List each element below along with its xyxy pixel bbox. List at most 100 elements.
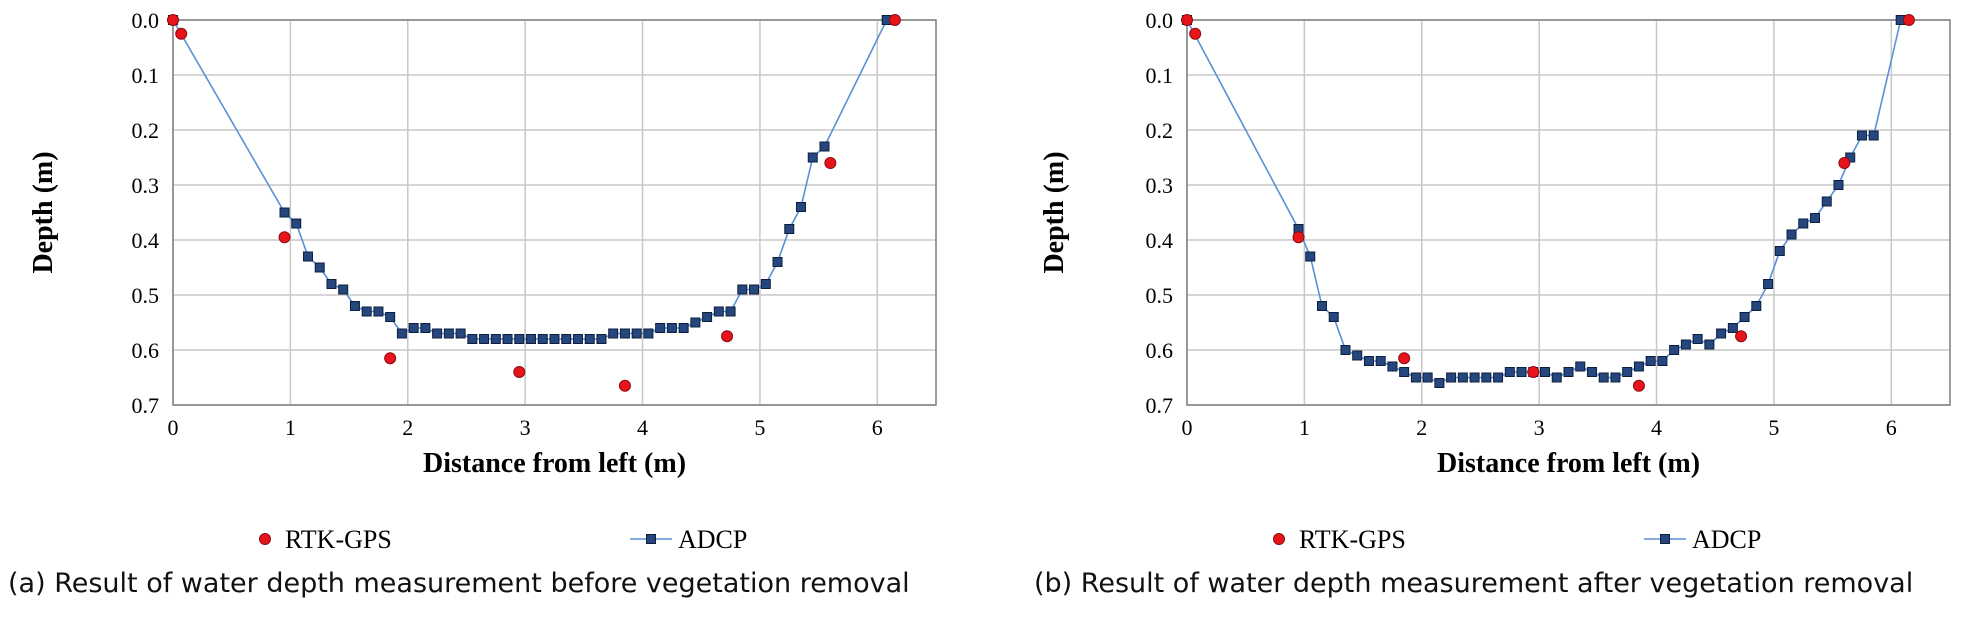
adcp-point-a-22 [527,335,536,344]
adcp-point-b-4 [1329,313,1338,322]
y-tick-label-b-7: 0.7 [1146,393,1174,418]
rtk-gps-point-b-3 [1399,353,1410,364]
adcp-point-a-26 [573,335,582,344]
rtk-gps-point-b-5 [1633,380,1644,391]
x-axis-title-b: Distance from left (m) [1437,448,1700,479]
y-tick-label-a-7: 0.7 [132,393,160,418]
adcp-point-b-44 [1799,219,1808,228]
legend-adcp-label-a: ADCP [678,525,747,554]
adcp-point-b-45 [1811,214,1820,223]
caption-a: (a) Result of water depth measurement be… [8,568,910,599]
adcp-point-b-20 [1517,368,1526,377]
adcp-point-a-14 [433,329,442,338]
rtk-gps-point-a-6 [722,331,733,342]
adcp-point-a-16 [456,329,465,338]
adcp-point-b-46 [1822,197,1831,206]
y-tick-label-b-0: 0.0 [1146,8,1174,33]
chart-panel-b: 0 1 2 3 4 5 6 0.0 0.1 0.2 0.3 0.4 0.5 0.6 0.7 Distance … [1011,0,1977,627]
adcp-point-b-37 [1717,329,1726,338]
rtk-gps-point-a-2 [279,232,290,243]
rtk-gps-point-b-7 [1839,158,1850,169]
x-tick-label-a-1: 1 [285,415,296,440]
adcp-point-b-8 [1376,357,1385,366]
adcp-point-a-17 [468,335,477,344]
adcp-point-b-15 [1458,373,1467,382]
adcp-point-a-47 [820,142,829,151]
adcp-point-b-35 [1693,335,1702,344]
adcp-point-b-27 [1599,373,1608,382]
x-tick-label-a-3: 3 [520,415,531,440]
rtk-gps-point-a-1 [176,28,187,39]
depth-chart-a: 0 1 2 3 4 5 6 0.0 0.1 0.2 0.3 0.4 0.5 0.6 0.7 Distance … [0,0,988,560]
adcp-point-b-16 [1470,373,1479,382]
adcp-point-b-12 [1423,373,1432,382]
adcp-point-a-40 [738,285,747,294]
rtk-gps-point-a-4 [514,367,525,378]
y-tick-label-a-6: 0.6 [132,338,160,363]
adcp-point-a-5 [327,280,336,289]
adcp-point-a-10 [386,313,395,322]
depth-chart-b: 0 1 2 3 4 5 6 0.0 0.1 0.2 0.3 0.4 0.5 0.6 0.7 Distance … [1011,0,1977,560]
adcp-point-a-6 [339,285,348,294]
adcp-point-b-40 [1752,302,1761,311]
adcp-point-b-33 [1670,346,1679,355]
adcp-point-b-6 [1353,351,1362,360]
adcp-point-a-4 [315,263,324,272]
rtk-gps-point-b-2 [1293,232,1304,243]
legend-adcp-marker-a [647,535,656,544]
rtk-gps-point-b-1 [1190,28,1201,39]
adcp-point-a-33 [656,324,665,333]
adcp-point-a-11 [397,329,406,338]
y-tick-label-a-5: 0.5 [132,283,160,308]
x-tick-label-b-5: 5 [1768,415,1779,440]
x-tick-label-a-6: 6 [872,415,883,440]
adcp-point-a-23 [538,335,547,344]
y-tick-label-a-2: 0.2 [132,118,160,143]
adcp-point-b-23 [1552,373,1561,382]
adcp-point-b-25 [1576,362,1585,371]
adcp-point-b-29 [1623,368,1632,377]
adcp-point-b-22 [1541,368,1550,377]
y-tick-label-b-5: 0.5 [1146,283,1174,308]
x-tick-label-b-1: 1 [1299,415,1310,440]
adcp-point-a-15 [444,329,453,338]
adcp-point-b-26 [1587,368,1596,377]
x-tick-label-b-4: 4 [1651,415,1662,440]
adcp-point-a-31 [632,329,641,338]
adcp-point-b-18 [1494,373,1503,382]
adcp-point-a-32 [644,329,653,338]
adcp-point-b-5 [1341,346,1350,355]
y-tick-label-a-1: 0.1 [132,63,160,88]
adcp-point-b-28 [1611,373,1620,382]
adcp-point-a-34 [667,324,676,333]
adcp-point-a-9 [374,307,383,316]
x-tick-label-a-2: 2 [402,415,413,440]
adcp-point-a-8 [362,307,371,316]
adcp-point-a-38 [714,307,723,316]
y-tick-label-a-0: 0.0 [132,8,160,33]
y-tick-label-b-1: 0.1 [1146,63,1174,88]
adcp-point-a-43 [773,258,782,267]
adcp-point-a-19 [491,335,500,344]
adcp-point-a-24 [550,335,559,344]
y-axis-title-b: Depth (m) [1039,151,1070,273]
y-tick-label-b-4: 0.4 [1146,228,1174,253]
adcp-point-b-9 [1388,362,1397,371]
rtk-gps-point-a-7 [825,158,836,169]
adcp-point-b-42 [1775,247,1784,256]
adcp-point-a-21 [515,335,524,344]
adcp-point-b-38 [1728,324,1737,333]
legend-rtk-label-a: RTK-GPS [285,525,392,554]
adcp-point-b-24 [1564,368,1573,377]
adcp-point-b-14 [1447,373,1456,382]
adcp-point-b-2 [1306,252,1315,261]
rtk-gps-point-a-0 [168,15,179,26]
y-tick-label-b-3: 0.3 [1146,173,1174,198]
legend-rtk-label-b: RTK-GPS [1299,525,1406,554]
adcp-point-b-36 [1705,340,1714,349]
y-tick-label-b-6: 0.6 [1146,338,1174,363]
adcp-point-a-2 [292,219,301,228]
plot-frame-b [1187,20,1950,405]
adcp-point-b-50 [1869,131,1878,140]
adcp-point-b-39 [1740,313,1749,322]
